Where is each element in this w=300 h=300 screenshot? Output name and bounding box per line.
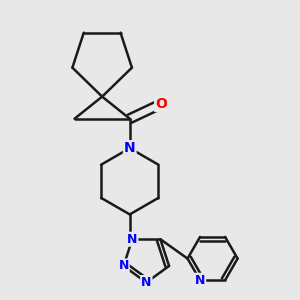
- Text: N: N: [124, 141, 136, 155]
- Text: N: N: [141, 276, 152, 289]
- Text: N: N: [195, 274, 205, 287]
- Text: O: O: [155, 97, 167, 111]
- Text: N: N: [118, 260, 129, 272]
- Text: N: N: [127, 233, 137, 246]
